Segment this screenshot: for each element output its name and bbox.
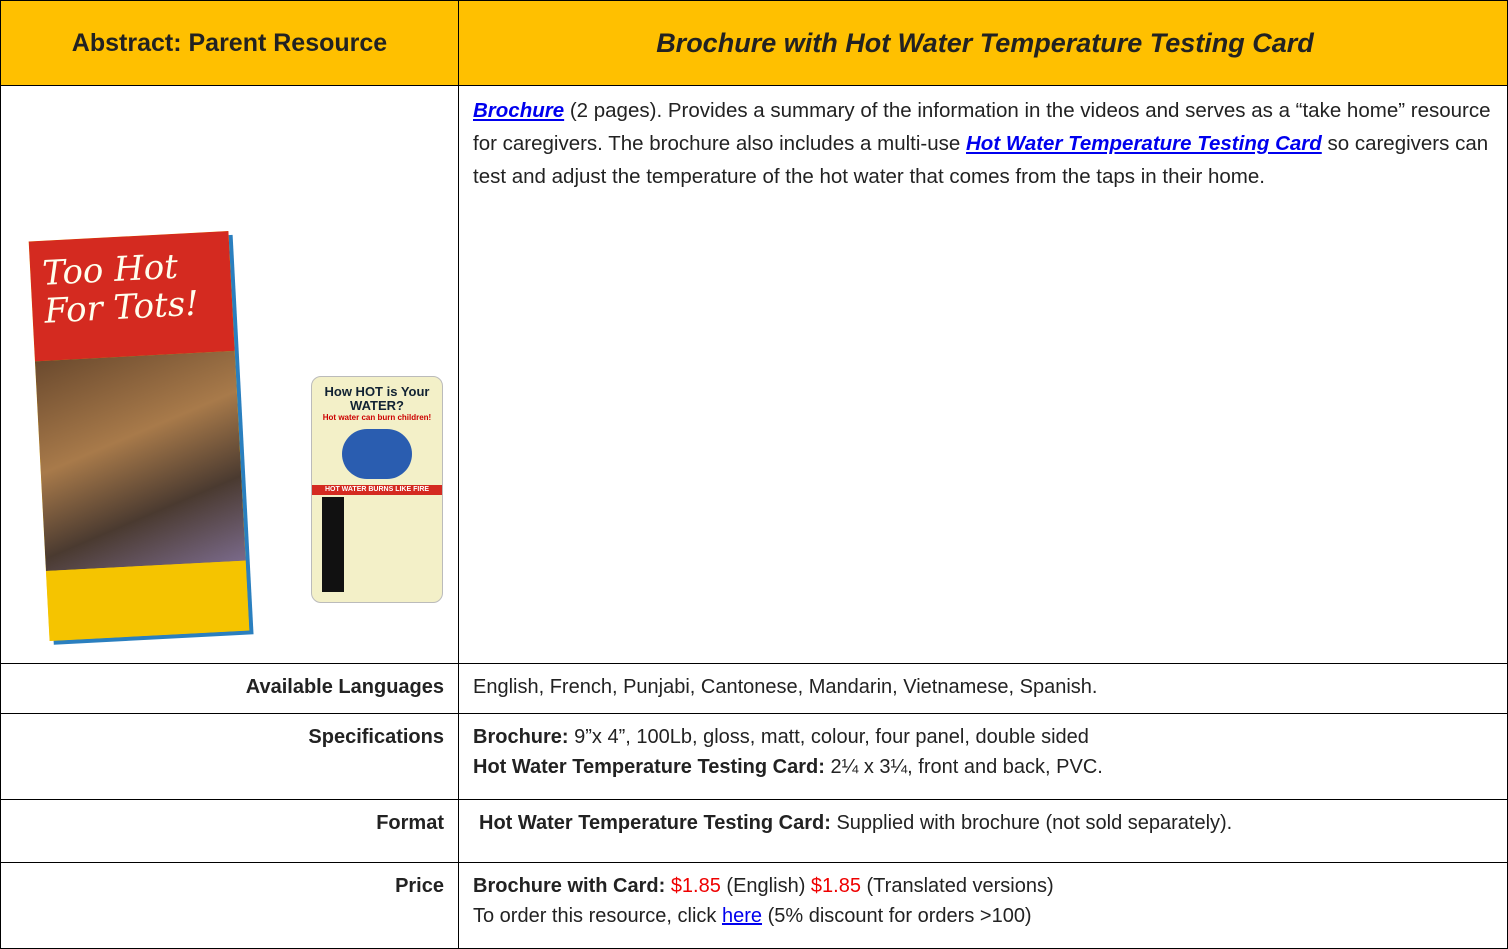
card-subtitle: Hot water can burn children! [322, 413, 432, 422]
header-left: Abstract: Parent Resource [0, 0, 459, 86]
spec-line: Hot Water Temperature Testing Card: 2¼ x… [473, 752, 1497, 782]
description: Brochure (2 pages). Provides a summary o… [459, 86, 1508, 664]
spec-text: 9”x 4”, 100Lb, gloss, matt, colour, four… [568, 726, 1089, 748]
card-title: How HOT is Your WATER? [324, 384, 430, 413]
format-text: Supplied with brochure (not sold separat… [830, 812, 1233, 834]
brochure-image: Too Hot For Tots! [28, 231, 250, 641]
price-label: Brochure with Card: [473, 875, 666, 897]
description-text: (2 pages). Provides a summary of the inf… [473, 99, 1491, 155]
card-link[interactable]: Hot Water Temperature Testing Card [966, 132, 1322, 155]
format-label: Hot Water Temperature Testing Card: [479, 812, 831, 834]
price-text: (English) [720, 875, 811, 897]
brochure-logos [45, 560, 250, 641]
spec-label: Hot Water Temperature Testing Card: [473, 756, 825, 778]
row-value: Hot Water Temperature Testing Card: Supp… [459, 800, 1508, 863]
brochure-link[interactable]: Brochure [473, 99, 565, 122]
header-label: Abstract: [71, 29, 182, 57]
row-value: Brochure with Card: $1.85 (English) $1.8… [459, 863, 1508, 949]
description-text: so caregivers can test and adjust the te… [473, 132, 1489, 188]
order-text: To order this resource, click [473, 905, 722, 927]
price-text: (Translated versions) [860, 875, 1054, 897]
price: $1.85 [670, 875, 721, 897]
spec-text: 2¼ x 3¼, front and back, PVC. [824, 756, 1103, 778]
price-line: Brochure with Card: $1.85 (English) $1.8… [473, 871, 1497, 901]
spec-label: Brochure: [473, 726, 569, 748]
card-image: How HOT is Your WATER? Hot water can bur… [311, 376, 443, 603]
header-title: Brochure with Hot Water Temperature Test… [459, 0, 1508, 86]
card-graphic [342, 429, 412, 479]
brochure-photo [34, 350, 246, 572]
card-strip [322, 497, 344, 592]
order-line: To order this resource, click here (5% d… [473, 901, 1497, 931]
order-link[interactable]: here [721, 905, 763, 927]
row-label: Price [0, 863, 459, 949]
row-value: English, French, Punjabi, Cantonese, Man… [459, 664, 1508, 714]
row-value: Brochure: 9”x 4”, 100Lb, gloss, matt, co… [459, 714, 1508, 800]
brochure-title: Too Hot For Tots! [28, 231, 235, 362]
header-resource: Parent Resource [188, 29, 388, 57]
row-label: Specifications [0, 714, 459, 800]
order-note: (5% discount for orders >100) [762, 905, 1032, 927]
card-banner: HOT WATER BURNS LIKE FIRE [312, 485, 442, 495]
image-cell: Too Hot For Tots! How HOT is Your WATER?… [0, 86, 459, 664]
price: $1.85 [810, 875, 861, 897]
spec-line: Brochure: 9”x 4”, 100Lb, gloss, matt, co… [473, 722, 1497, 752]
row-label: Available Languages [0, 664, 459, 714]
row-label: Format [0, 800, 459, 863]
